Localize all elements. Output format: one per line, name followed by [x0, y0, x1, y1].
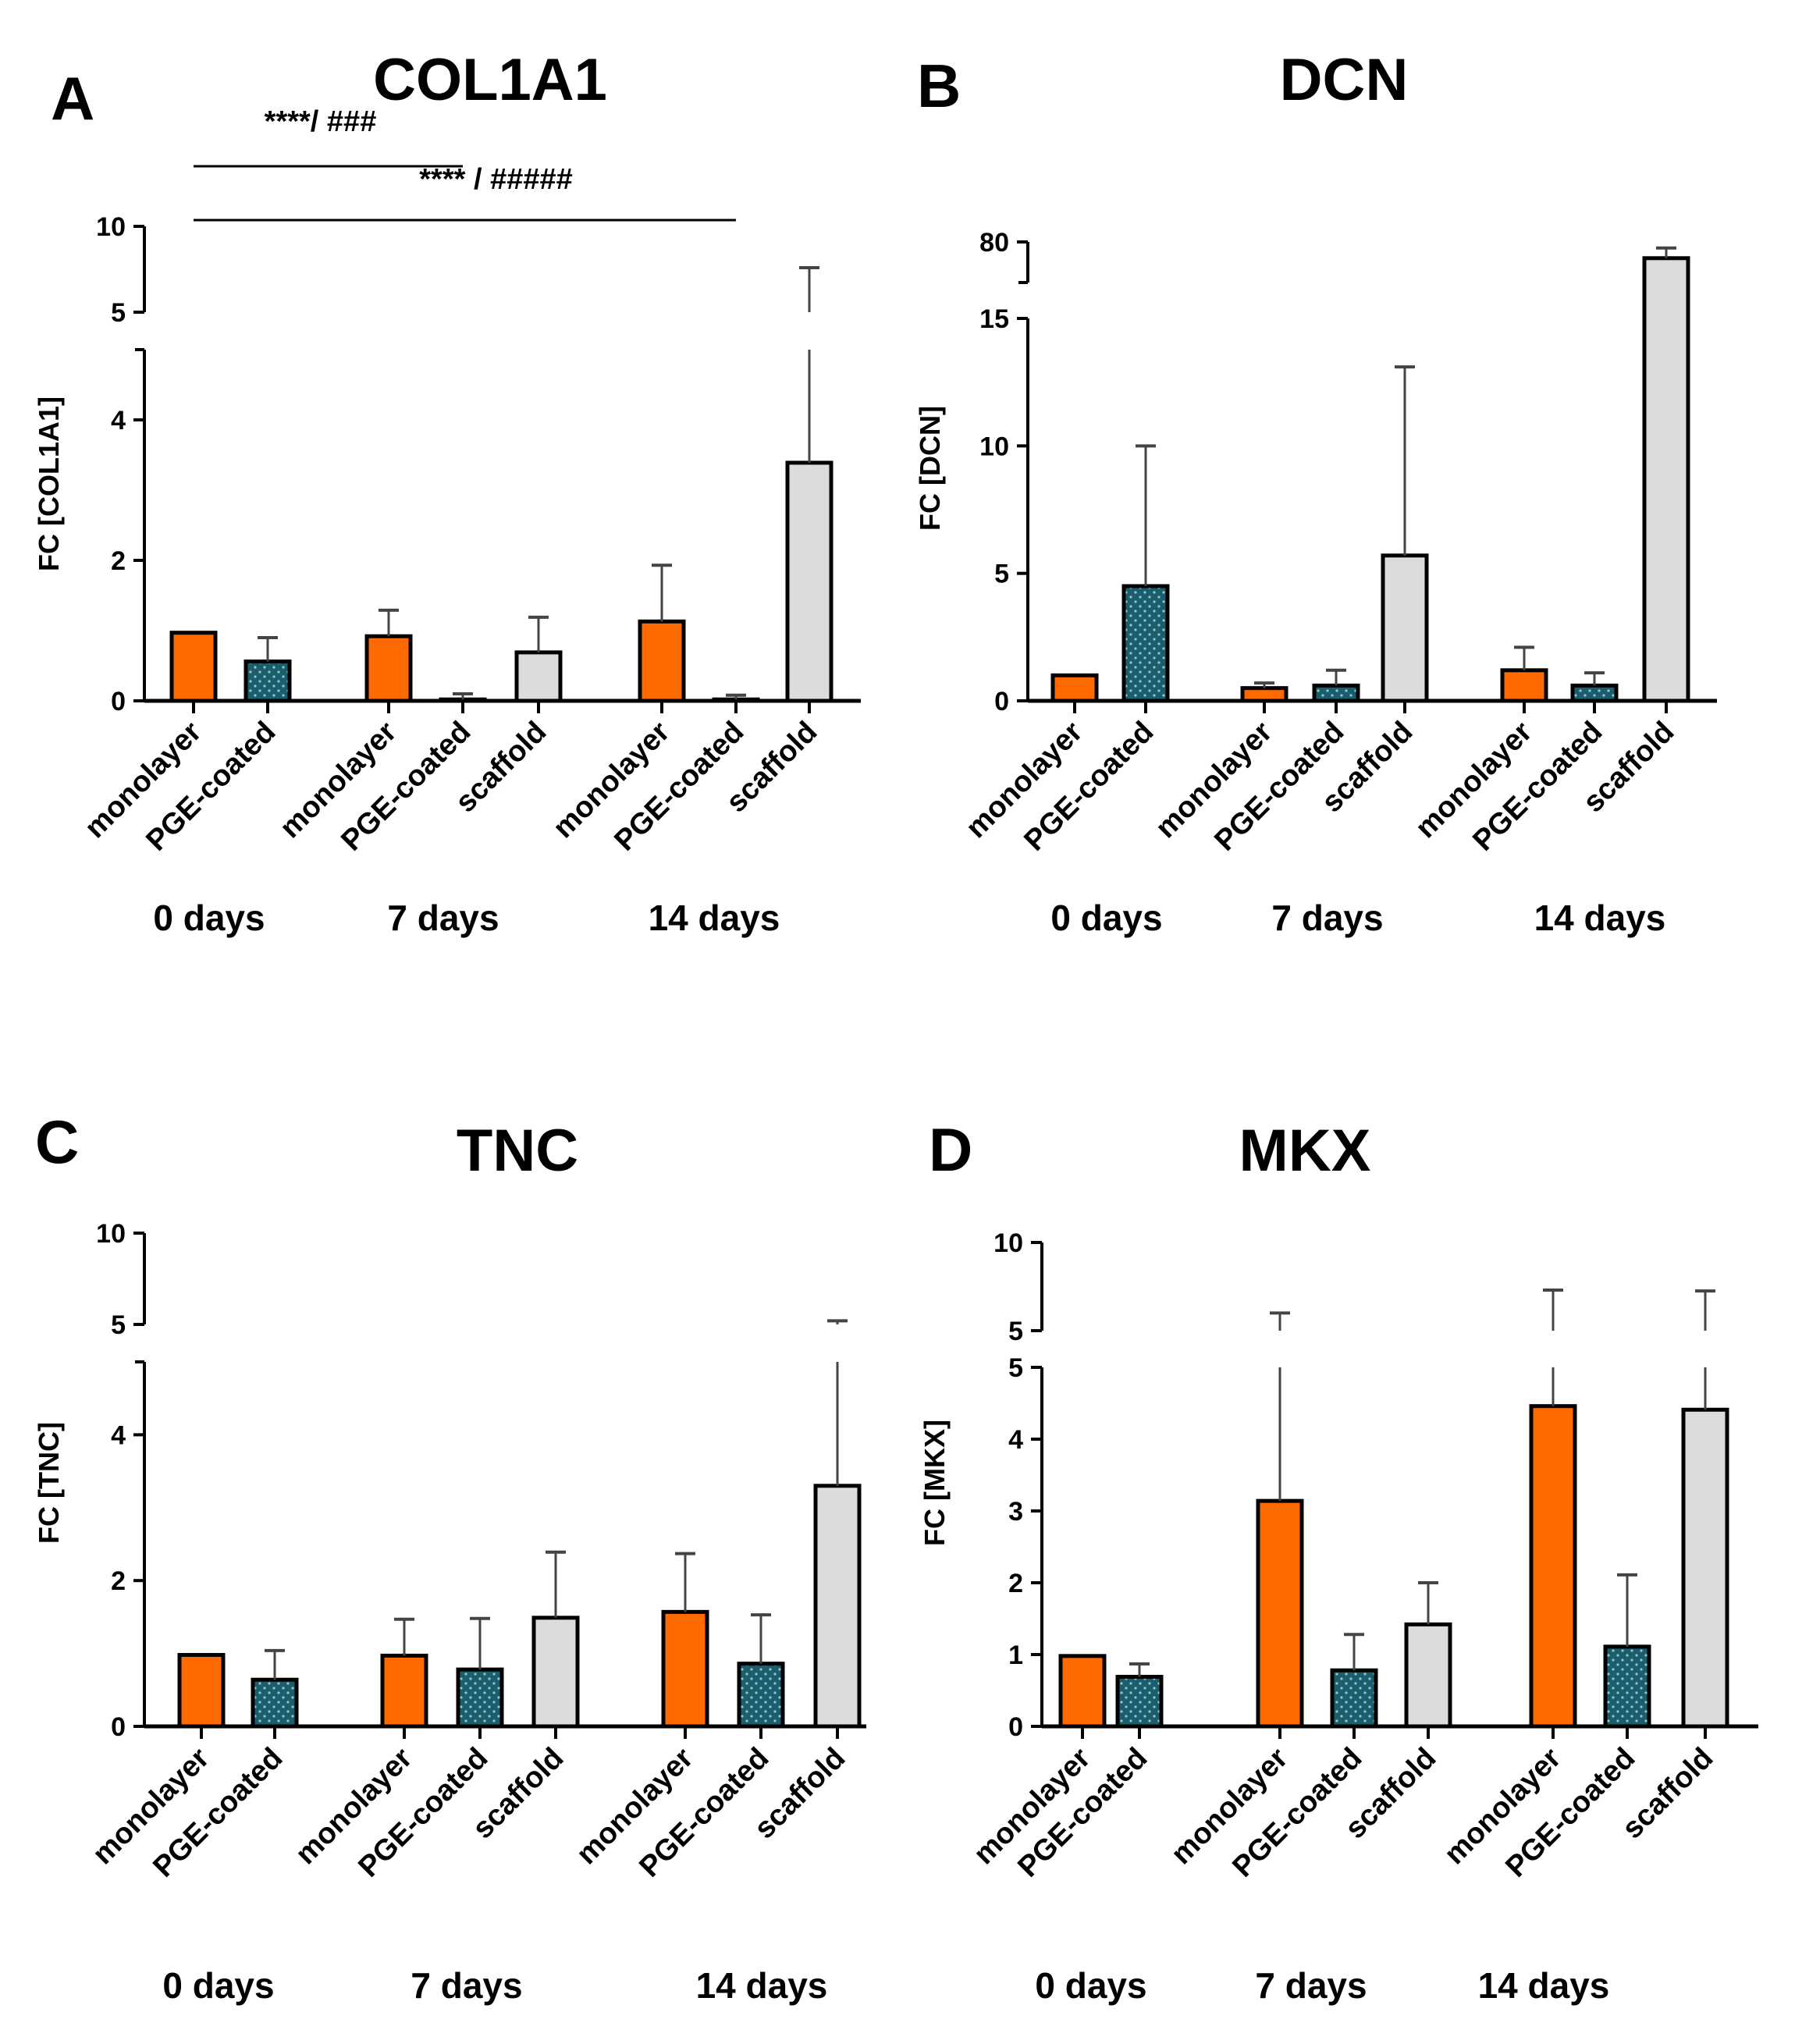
y-tick-label: 5	[111, 1310, 126, 1340]
group-label: 7 days	[1271, 898, 1383, 938]
group-label: 0 days	[1050, 898, 1162, 938]
bar-scaffold	[514, 650, 563, 703]
y-tick-label: 3	[1008, 1497, 1023, 1527]
group-label: 14 days	[696, 1965, 828, 2006]
y-tick-label: 5	[111, 298, 126, 328]
bar-PGE-coated	[737, 1662, 785, 1729]
y-tick-label: 0	[111, 1712, 126, 1742]
y-tick-label: 10	[993, 1228, 1023, 1258]
x-tick-label: PGE-coated	[335, 716, 477, 858]
y-axis-label: FC [DCN]	[914, 406, 946, 531]
group-label: 14 days	[649, 898, 780, 938]
panel-a: A COL1A1 FC [COL1A1] 024510monolayerPGE-…	[33, 47, 861, 938]
bar-monolayer	[380, 1653, 428, 1729]
y-tick-label: 15	[979, 304, 1009, 334]
bar-PGE-coated	[1121, 584, 1170, 703]
bar-scaffold	[1381, 553, 1429, 703]
bar-monolayer	[1058, 1654, 1107, 1729]
group-label: 14 days	[1534, 898, 1666, 938]
y-tick-label: 4	[111, 406, 126, 435]
x-tick-label: PGE-coated	[1226, 1742, 1368, 1884]
bar-monolayer	[1529, 1404, 1577, 1729]
bar-scaffold	[1681, 1407, 1729, 1729]
y-tick-label: 10	[979, 432, 1009, 461]
y-tick-label: 2	[1008, 1569, 1023, 1598]
bar-PGE-coated	[1312, 683, 1360, 703]
y-tick-label: 0	[111, 687, 126, 716]
bar-monolayer	[1240, 686, 1288, 703]
y-tick-label: 4	[1008, 1425, 1023, 1455]
group-label: 7 days	[1255, 1965, 1367, 2006]
x-tick-label: PGE-coated	[1499, 1742, 1641, 1884]
y-axis-label: FC [MKX]	[919, 1420, 951, 1546]
panel-letter: B	[917, 52, 961, 120]
bar-scaffold	[785, 460, 834, 703]
y-tick-label: 0	[1008, 1712, 1023, 1742]
group-label: 7 days	[387, 898, 499, 938]
bar-PGE-coated	[439, 697, 487, 703]
chart-title: TNC	[457, 1118, 578, 1184]
bar-scaffold	[531, 1616, 580, 1729]
y-axis-label: FC [TNC]	[33, 1422, 65, 1544]
bar-PGE-coated	[1330, 1668, 1378, 1729]
panel-d: D MKX FC [MKX] 012345510monolayerPGE-coa…	[919, 1115, 1758, 2006]
group-label: 7 days	[411, 1965, 522, 2006]
bar-monolayer	[364, 634, 413, 703]
bar-monolayer	[1500, 668, 1548, 703]
panel-letter: C	[35, 1107, 79, 1176]
group-label: 0 days	[162, 1965, 274, 2006]
y-tick-label: 1	[1008, 1641, 1023, 1670]
chart-title: COL1A1	[373, 47, 607, 113]
y-tick-label: 2	[111, 1566, 126, 1596]
y-tick-label: 5	[994, 560, 1009, 589]
x-tick-label: PGE-coated	[140, 716, 282, 858]
bar-PGE-coated	[251, 1677, 299, 1729]
bar-scaffold	[813, 1484, 862, 1729]
panel-letter: D	[929, 1115, 972, 1184]
y-tick-label: 2	[111, 546, 126, 576]
y-tick-label: 10	[96, 212, 126, 242]
y-axis-label: FC [COL1A1]	[33, 396, 65, 571]
x-tick-label: PGE-coated	[147, 1742, 289, 1884]
bar-monolayer	[1050, 673, 1099, 703]
bar-monolayer	[169, 631, 218, 703]
bar-PGE-coated	[1603, 1644, 1651, 1729]
bar-monolayer	[638, 619, 686, 703]
panel-letter: A	[51, 64, 94, 133]
significance-label: **** / #####	[419, 163, 573, 196]
significance-label: ****/ ###	[265, 105, 377, 138]
panel-b: B DCN FC [DCN] 05101580monolayerPGE-coat…	[914, 47, 1717, 938]
y-tick-label: 80	[979, 228, 1009, 258]
bar-monolayer	[177, 1652, 226, 1729]
chart-title: DCN	[1280, 47, 1409, 113]
y-tick-label: 10	[96, 1219, 126, 1249]
group-label: 14 days	[1478, 1965, 1610, 2006]
y-tick-label: 0	[994, 687, 1009, 716]
bar-PGE-coated	[456, 1667, 504, 1729]
y-tick-label: 5	[1008, 1317, 1023, 1346]
group-label: 0 days	[1035, 1965, 1146, 2006]
bar-scaffold	[1404, 1622, 1452, 1729]
bar-PGE-coated	[712, 697, 760, 703]
bar-scaffold	[1642, 256, 1690, 703]
panel-c: C TNC FC [TNC] 024510monolayerPGE-coated…	[33, 1107, 866, 2006]
group-label: 0 days	[153, 898, 265, 938]
bar-PGE-coated	[1570, 683, 1619, 703]
bar-PGE-coated	[1115, 1675, 1164, 1729]
y-tick-label: 5	[1008, 1353, 1023, 1383]
bar-monolayer	[1256, 1498, 1304, 1729]
bar-PGE-coated	[243, 659, 292, 703]
y-tick-label: 4	[111, 1420, 126, 1450]
bar-monolayer	[661, 1609, 709, 1729]
chart-title: MKX	[1239, 1118, 1371, 1184]
